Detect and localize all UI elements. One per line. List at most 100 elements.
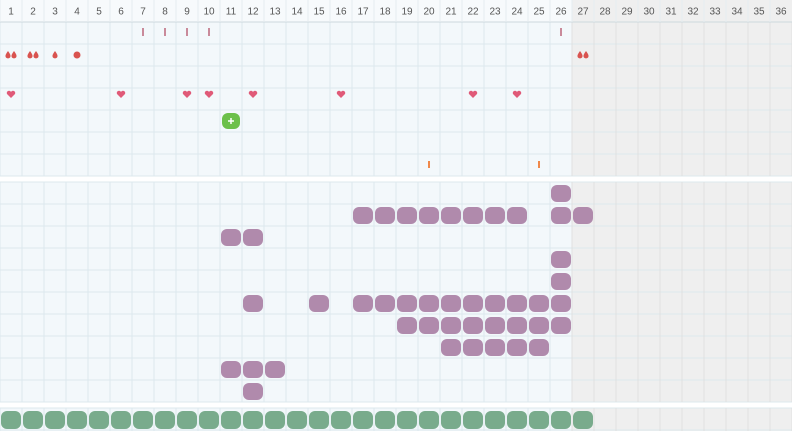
plus-icon: [228, 118, 234, 124]
day-label: 28: [599, 7, 611, 18]
entry-blob: [507, 295, 527, 312]
day-label: 16: [335, 7, 347, 18]
entry-blob: [485, 295, 505, 312]
entry-blob: [507, 339, 527, 356]
drop-icon: [27, 51, 33, 59]
day-label: 22: [467, 7, 479, 18]
entry-blob: [243, 295, 263, 312]
heart-icon: [116, 90, 126, 98]
day-label: 31: [665, 7, 677, 18]
day-label: 17: [357, 7, 369, 18]
entry-blob: [265, 361, 285, 378]
day-label: 36: [775, 7, 787, 18]
entry-blob: [485, 317, 505, 334]
entry-blob: [419, 411, 439, 429]
drop-icon: [583, 51, 589, 59]
entry-blob: [1, 411, 21, 429]
entry-blob: [243, 229, 263, 246]
heart-icon: [512, 90, 522, 98]
entry-blob: [485, 207, 505, 224]
tick-mark: [208, 28, 210, 36]
day-label: 6: [118, 7, 124, 18]
drop-icon: [577, 51, 583, 59]
heart-icon: [6, 90, 16, 98]
entry-blob: [243, 383, 263, 400]
drop-icon: [5, 51, 11, 59]
entry-blob: [529, 411, 549, 429]
entry-blob: [265, 411, 285, 429]
day-label: 4: [74, 7, 80, 18]
entry-blob: [441, 295, 461, 312]
day-label: 8: [162, 7, 168, 18]
entry-blob: [463, 317, 483, 334]
day-label: 23: [489, 7, 501, 18]
day-label: 35: [753, 7, 765, 18]
day-label: 15: [313, 7, 325, 18]
entry-blob: [441, 411, 461, 429]
tick-mark: [142, 28, 144, 36]
entry-blob: [529, 339, 549, 356]
heart-icon: [468, 90, 478, 98]
entry-blob: [309, 411, 329, 429]
tick-mark: [186, 28, 188, 36]
entry-blob: [419, 317, 439, 334]
day-label: 1: [8, 7, 14, 18]
entry-blob: [419, 207, 439, 224]
day-label: 7: [140, 7, 146, 18]
entry-blob: [529, 295, 549, 312]
entry-blob: [287, 411, 307, 429]
entry-blob: [353, 207, 373, 224]
entry-blob: [221, 411, 241, 429]
entry-blob: [551, 185, 571, 202]
heart-icon: [336, 90, 346, 98]
day-label: 30: [643, 7, 655, 18]
day-label: 3: [52, 7, 58, 18]
entry-blob: [397, 295, 417, 312]
entry-blob: [375, 411, 395, 429]
heart-icon: [248, 90, 258, 98]
day-label: 21: [445, 7, 457, 18]
entry-blob: [375, 207, 395, 224]
entry-blob: [463, 295, 483, 312]
entry-blob: [397, 207, 417, 224]
day-label: 29: [621, 7, 633, 18]
day-label: 34: [731, 7, 743, 18]
day-label: 24: [511, 7, 523, 18]
entry-blob: [309, 295, 329, 312]
entry-blob: [353, 411, 373, 429]
drop-icon: [33, 51, 39, 59]
day-label: 2: [30, 7, 36, 18]
entry-blob: [441, 317, 461, 334]
day-label: 18: [379, 7, 391, 18]
entry-blob: [331, 411, 351, 429]
heart-icon: [204, 90, 214, 98]
entry-blob: [397, 317, 417, 334]
entry-blob: [243, 411, 263, 429]
day-label: 32: [687, 7, 699, 18]
day-label: 33: [709, 7, 721, 18]
entry-blob: [23, 411, 43, 429]
entry-blob: [397, 411, 417, 429]
day-label: 19: [401, 7, 413, 18]
day-label: 25: [533, 7, 545, 18]
day-label: 27: [577, 7, 589, 18]
entry-blob: [243, 361, 263, 378]
entry-blob: [551, 251, 571, 268]
entry-blob: [419, 295, 439, 312]
entry-blob: [551, 207, 571, 224]
entry-blob: [441, 207, 461, 224]
tick-mark: [428, 161, 430, 168]
entry-blob: [573, 411, 593, 429]
tick-mark: [560, 28, 562, 36]
drop-icon: [52, 51, 58, 59]
day-label: 10: [203, 7, 215, 18]
day-label: 5: [96, 7, 102, 18]
entry-blob: [441, 339, 461, 356]
entry-blob: [67, 411, 87, 429]
tick-mark: [538, 161, 540, 168]
entry-blob: [551, 295, 571, 312]
tick-mark: [164, 28, 166, 36]
entry-blob: [111, 411, 131, 429]
entry-blob: [507, 207, 527, 224]
day-label: 20: [423, 7, 435, 18]
